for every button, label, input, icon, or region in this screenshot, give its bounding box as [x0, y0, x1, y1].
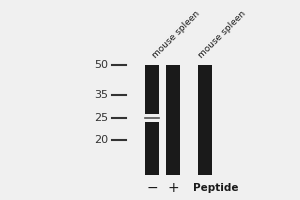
Text: 35: 35	[94, 90, 108, 100]
Text: 20: 20	[94, 135, 108, 145]
Text: 50: 50	[94, 60, 108, 70]
Bar	[166, 65, 180, 175]
Text: mouse spleen: mouse spleen	[196, 9, 247, 60]
Bar	[198, 65, 212, 175]
Text: Peptide: Peptide	[193, 183, 238, 193]
Text: +: +	[167, 181, 179, 195]
Text: −: −	[146, 181, 158, 195]
Text: 25: 25	[94, 113, 108, 123]
Text: mouse spleen: mouse spleen	[151, 9, 202, 60]
Bar	[145, 122, 159, 175]
Bar	[145, 65, 159, 114]
